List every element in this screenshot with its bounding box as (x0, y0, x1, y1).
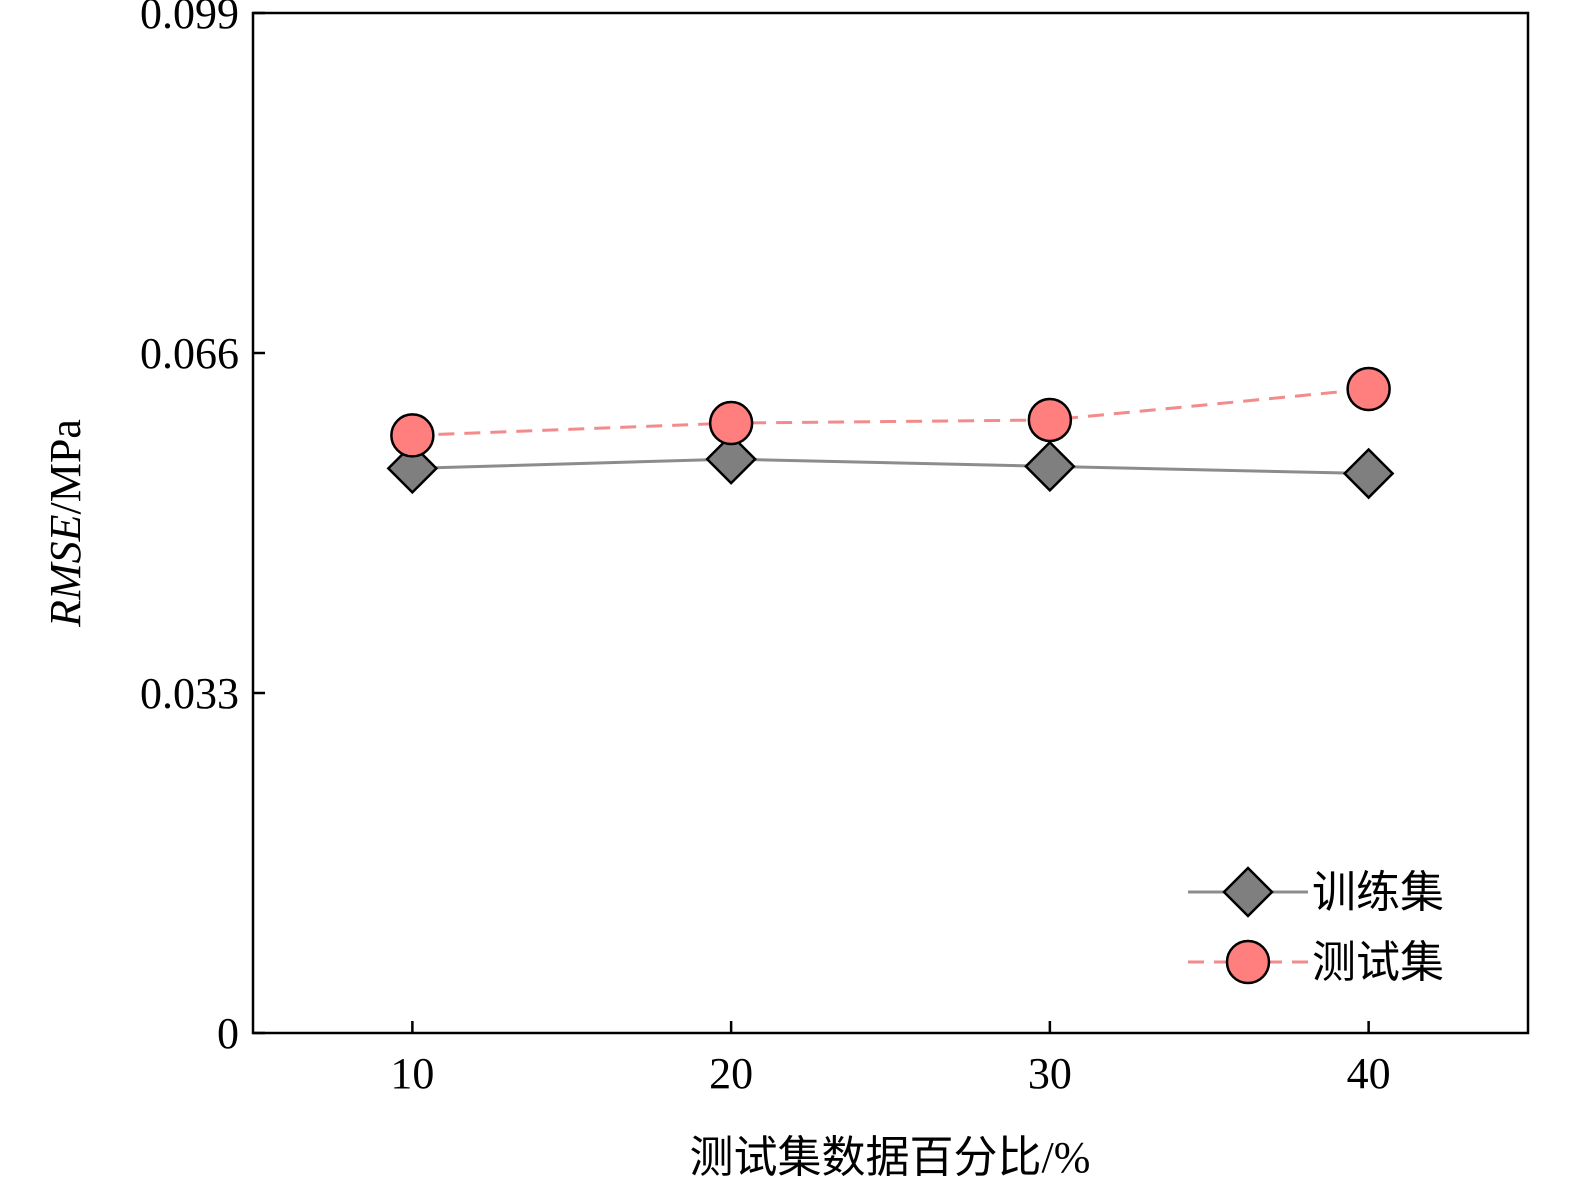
diamond-marker (1342, 447, 1395, 500)
y-tick-label: 0.099 (140, 0, 239, 38)
legend-label: 训练集 (1312, 868, 1444, 917)
x-axis-ticks: 10 20 30 40 (390, 1021, 1391, 1098)
series-1 (386, 433, 1395, 500)
y-tick-label: 0.066 (140, 329, 239, 378)
x-tick-label: 20 (709, 1049, 753, 1098)
x-axis-title: 测试集数据百分比/% (690, 1133, 1091, 1182)
legend-circle-icon (1225, 939, 1271, 985)
legend-item: 训练集 (1188, 866, 1444, 918)
y-axis-ticks: 0 0.033 0.066 0.099 (140, 0, 265, 1058)
series-line (412, 387, 1369, 437)
y-axis-title-italic: RMSE (41, 514, 90, 628)
legend-item: 测试集 (1188, 938, 1444, 987)
plot-frame (251, 11, 1530, 1035)
diamond-marker (705, 433, 757, 485)
series-layer (386, 366, 1395, 500)
y-axis-title: RMSE/MPa (41, 419, 90, 628)
circle-marker (1346, 366, 1391, 412)
circle-marker (1027, 397, 1073, 443)
series-line (412, 457, 1369, 476)
circle-marker (708, 400, 754, 446)
x-tick-label: 10 (390, 1049, 434, 1098)
y-axis-title-unit: /MPa (41, 419, 90, 514)
diamond-marker (1024, 440, 1076, 493)
legend-diamond-icon (1222, 866, 1274, 918)
y-tick-label: 0 (217, 1009, 239, 1058)
x-tick-label: 40 (1347, 1049, 1391, 1098)
diamond-marker (386, 442, 439, 495)
x-tick-label: 30 (1028, 1049, 1072, 1098)
circle-marker (390, 413, 435, 458)
legend-label: 测试集 (1312, 938, 1444, 987)
series-2 (390, 366, 1391, 458)
y-tick-label: 0.033 (140, 669, 239, 718)
